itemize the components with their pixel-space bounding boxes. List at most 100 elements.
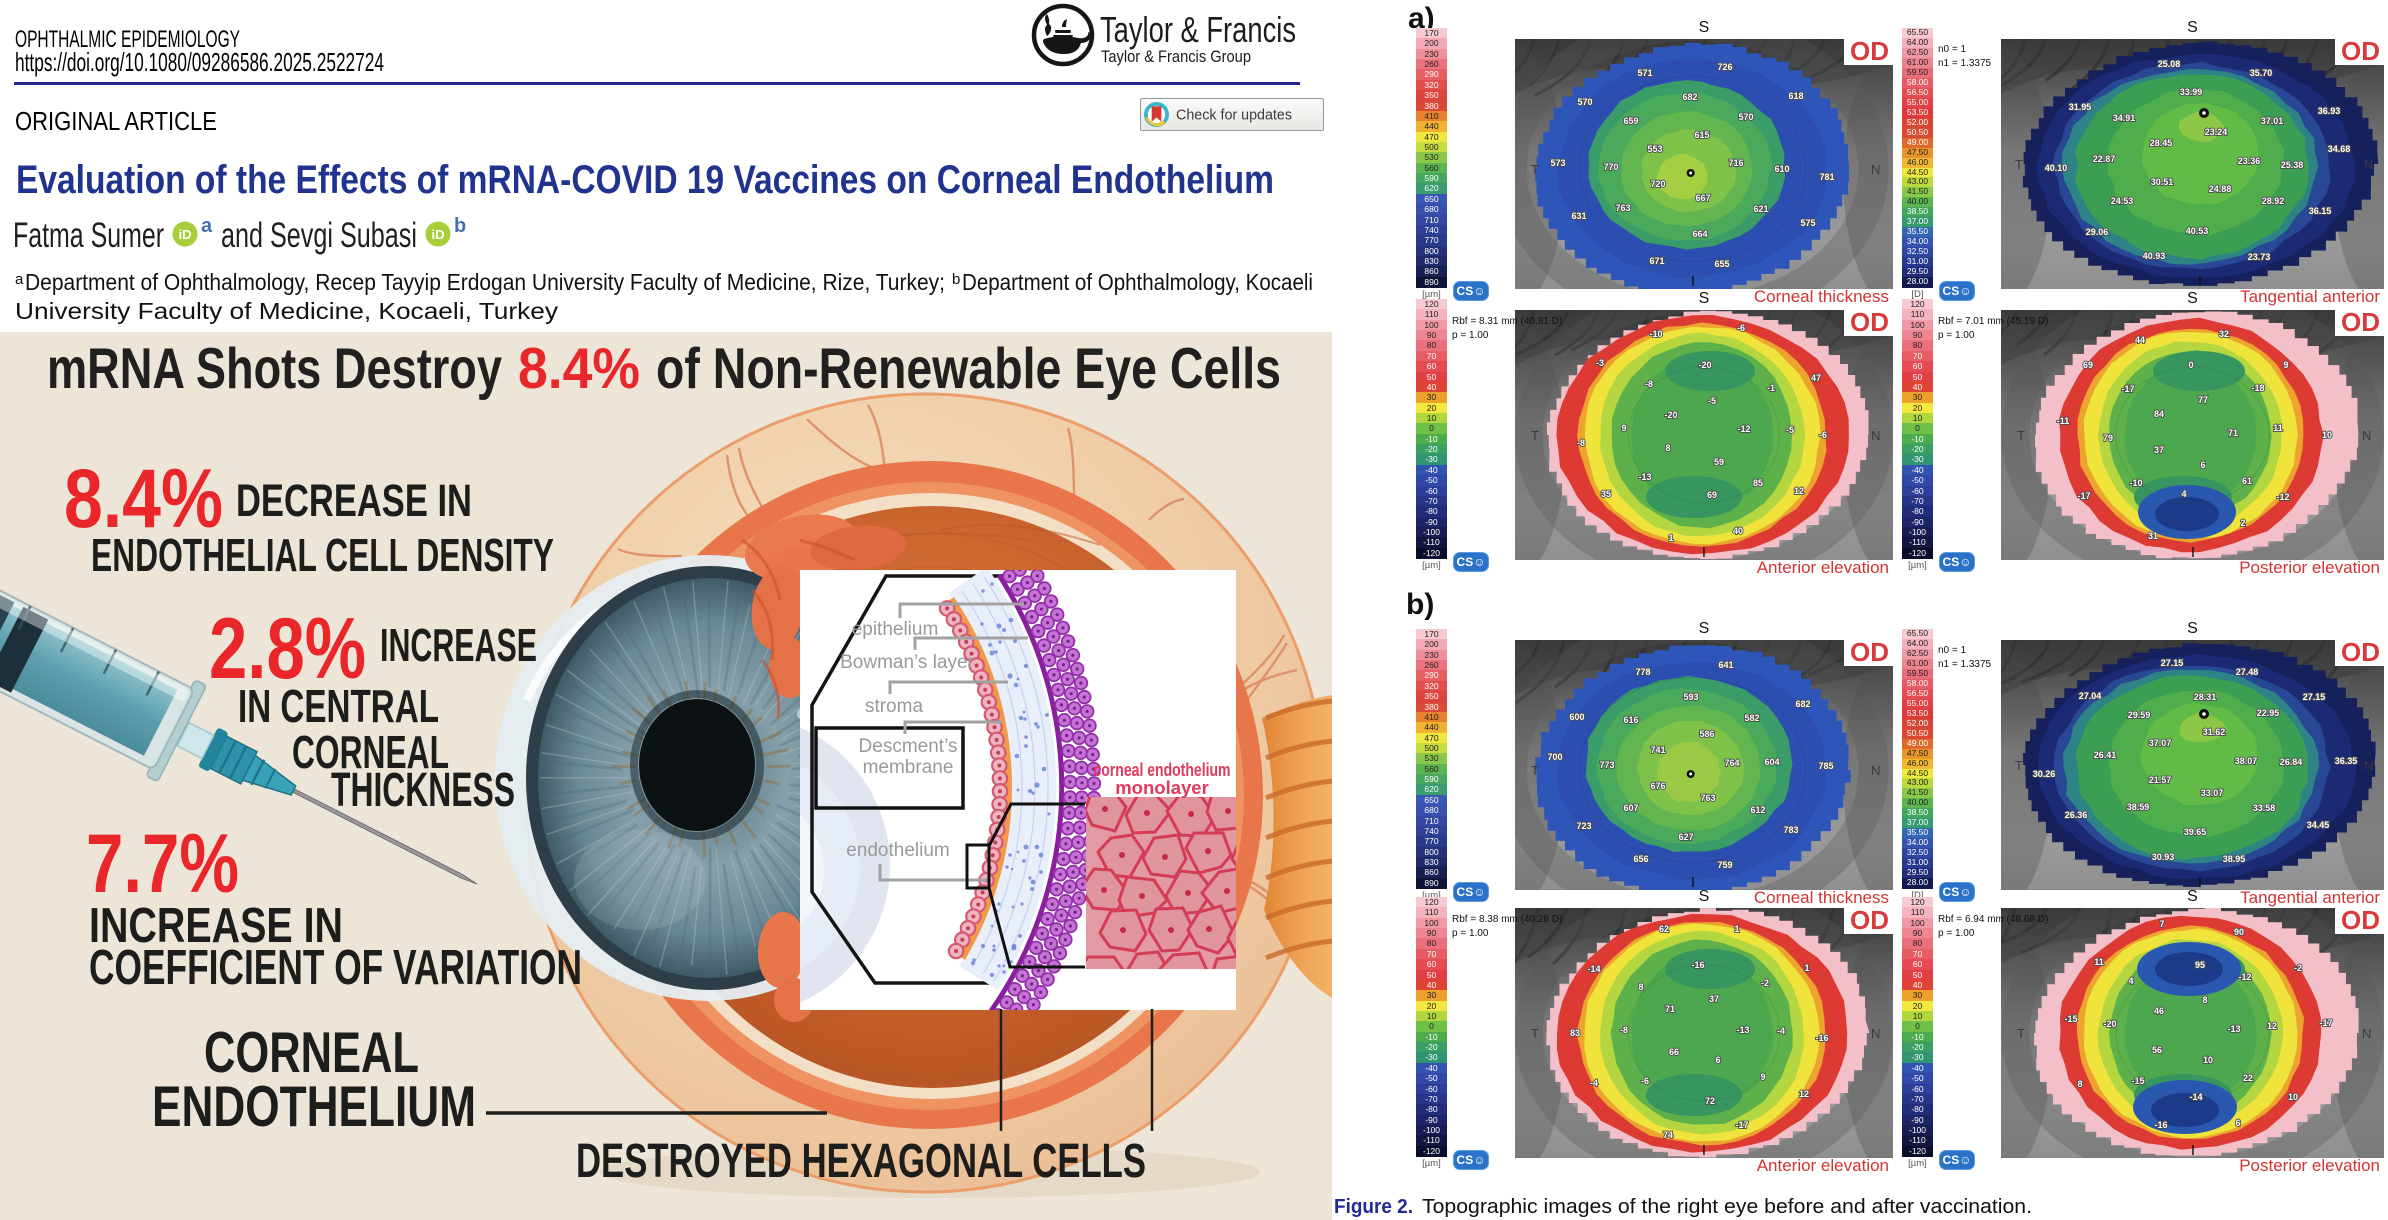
svg-text:Department of Ophthalmology, K: Department of Ophthalmology, Kocaeli	[962, 269, 1313, 295]
svg-text:-13: -13	[1736, 1025, 1749, 1035]
svg-text:763: 763	[1700, 793, 1715, 803]
svg-text:-13: -13	[1638, 472, 1651, 482]
svg-text:37: 37	[2154, 445, 2164, 455]
svg-text:I: I	[1691, 273, 1695, 289]
svg-text:726: 726	[1717, 62, 1732, 72]
svg-text:44: 44	[2135, 335, 2145, 345]
svg-text:764: 764	[1724, 758, 1739, 768]
svg-text:-8: -8	[1577, 438, 1585, 448]
svg-text:-12: -12	[1737, 424, 1750, 434]
svg-text:27.04: 27.04	[2079, 691, 2102, 701]
svg-text:-17: -17	[2121, 384, 2134, 394]
svg-text:-8: -8	[1620, 1025, 1628, 1035]
svg-text:79: 79	[2103, 433, 2113, 443]
svg-text:-14: -14	[1587, 964, 1600, 974]
svg-text:656: 656	[1633, 854, 1648, 864]
svg-text:-16: -16	[2154, 1120, 2167, 1130]
svg-text:31: 31	[2148, 531, 2158, 541]
svg-text:T: T	[2015, 157, 2023, 172]
svg-text:40: 40	[1733, 526, 1743, 536]
svg-text:T: T	[1531, 428, 1539, 443]
svg-text:33.58: 33.58	[2253, 803, 2276, 813]
svg-text:6: 6	[1715, 1055, 1720, 1065]
svg-text:573: 573	[1550, 158, 1565, 168]
svg-text:33.07: 33.07	[2201, 788, 2224, 798]
svg-text:12: 12	[1794, 486, 1804, 496]
svg-text:-17: -17	[2319, 1018, 2332, 1028]
svg-text:66: 66	[1669, 1047, 1679, 1057]
svg-text:84: 84	[2154, 409, 2164, 419]
svg-text:39.65: 39.65	[2184, 827, 2207, 837]
svg-text:N: N	[1871, 1026, 1880, 1041]
svg-text:71: 71	[2228, 428, 2238, 438]
svg-text:-13: -13	[2227, 1024, 2240, 1034]
svg-text:12: 12	[1799, 1089, 1809, 1099]
svg-text:641: 641	[1718, 660, 1733, 670]
svg-text:34.68: 34.68	[2328, 144, 2351, 154]
svg-text:615: 615	[1694, 130, 1709, 140]
svg-text:24.88: 24.88	[2209, 184, 2232, 194]
svg-text:618: 618	[1788, 91, 1803, 101]
svg-text:553: 553	[1647, 144, 1662, 154]
svg-text:University Faculty of Medicine: University Faculty of Medicine, Kocaeli,…	[15, 298, 558, 324]
svg-text:655: 655	[1714, 259, 1729, 269]
svg-text:a: a	[201, 215, 213, 237]
svg-text:Evaluation of the Effects of m: Evaluation of the Effects of mRNA-COVID …	[16, 158, 1274, 202]
svg-text:783: 783	[1783, 825, 1798, 835]
svg-text:37.01: 37.01	[2261, 116, 2284, 126]
svg-text:-18: -18	[2251, 383, 2264, 393]
svg-text:iD: iD	[432, 227, 445, 242]
svg-text:8: 8	[1638, 982, 1643, 992]
svg-text:23.36: 23.36	[2238, 156, 2261, 166]
svg-text:N: N	[2364, 758, 2373, 773]
svg-text:9: 9	[1621, 423, 1626, 433]
svg-text:32: 32	[2219, 329, 2229, 339]
svg-text:69: 69	[2083, 360, 2093, 370]
svg-text:26.41: 26.41	[2094, 750, 2117, 760]
svg-text:https://doi.org/10.1080/092865: https://doi.org/10.1080/09286586.2025.25…	[15, 47, 384, 77]
svg-text:I: I	[2191, 544, 2195, 560]
svg-text:23.73: 23.73	[2248, 252, 2271, 262]
svg-text:I: I	[1702, 1142, 1706, 1158]
svg-text:-4: -4	[1590, 1078, 1598, 1088]
svg-text:I: I	[1691, 874, 1695, 890]
svg-text:b: b	[952, 271, 960, 288]
svg-text:8: 8	[1665, 443, 1670, 453]
svg-text:-6: -6	[1737, 323, 1745, 333]
svg-text:33.99: 33.99	[2180, 87, 2203, 97]
svg-text:720: 720	[1650, 179, 1665, 189]
svg-text:-1: -1	[1767, 383, 1775, 393]
svg-text:741: 741	[1650, 745, 1665, 755]
svg-text:-2: -2	[2294, 963, 2302, 973]
svg-text:I: I	[2198, 874, 2202, 890]
svg-text:27.15: 27.15	[2161, 658, 2184, 668]
svg-text:T: T	[1531, 162, 1539, 177]
svg-text:-4: -4	[1777, 1026, 1785, 1036]
svg-text:659: 659	[1623, 116, 1638, 126]
svg-text:29.59: 29.59	[2128, 710, 2151, 720]
svg-text:-2: -2	[1761, 978, 1769, 988]
svg-text:593: 593	[1683, 692, 1698, 702]
svg-text:83: 83	[1570, 1028, 1580, 1038]
svg-text:676: 676	[1650, 781, 1665, 791]
svg-text:38.07: 38.07	[2235, 756, 2258, 766]
svg-text:-15: -15	[2064, 1014, 2077, 1024]
svg-text:6: 6	[2235, 1118, 2240, 1128]
svg-text:2: 2	[2240, 518, 2245, 528]
svg-text:10: 10	[2203, 1055, 2213, 1065]
svg-text:-12: -12	[2238, 972, 2251, 982]
svg-text:epithelium: epithelium	[852, 619, 939, 640]
svg-text:586: 586	[1699, 729, 1714, 739]
svg-text:21.57: 21.57	[2149, 775, 2172, 785]
svg-text:N: N	[2362, 1026, 2371, 1041]
svg-text:31.95: 31.95	[2069, 102, 2092, 112]
svg-text:4: 4	[2128, 976, 2133, 986]
svg-text:I: I	[2198, 273, 2202, 289]
svg-text:b: b	[454, 215, 466, 237]
svg-text:47: 47	[1811, 373, 1821, 383]
svg-text:38.59: 38.59	[2127, 802, 2150, 812]
svg-text:571: 571	[1637, 68, 1652, 78]
svg-text:34.45: 34.45	[2307, 820, 2330, 830]
svg-text:610: 610	[1774, 164, 1789, 174]
svg-text:ORIGINAL ARTICLE: ORIGINAL ARTICLE	[15, 106, 217, 136]
